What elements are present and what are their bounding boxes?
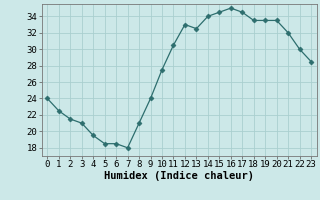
X-axis label: Humidex (Indice chaleur): Humidex (Indice chaleur) — [104, 171, 254, 181]
